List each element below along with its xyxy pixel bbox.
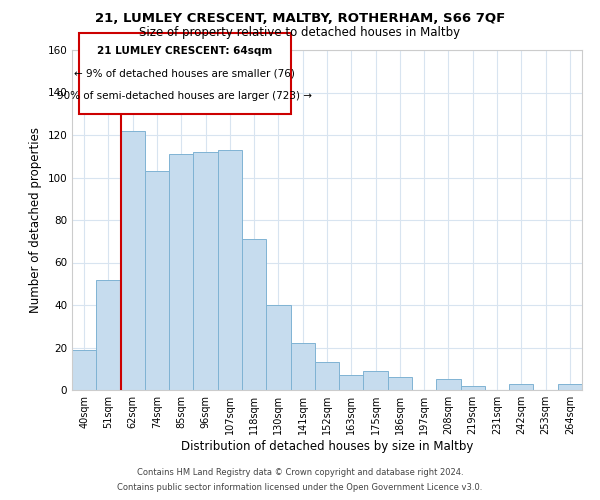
Bar [339,375,364,390]
Bar [218,150,242,390]
Text: ← 9% of detached houses are smaller (76): ← 9% of detached houses are smaller (76) [74,68,295,78]
Bar [121,130,145,390]
Text: 21 LUMLEY CRESCENT: 64sqm: 21 LUMLEY CRESCENT: 64sqm [97,46,272,56]
Bar [96,280,121,390]
Bar [145,171,169,390]
Bar [290,343,315,390]
Bar [72,350,96,390]
Text: Contains public sector information licensed under the Open Government Licence v3: Contains public sector information licen… [118,483,482,492]
Bar [364,371,388,390]
Bar [461,386,485,390]
Bar [558,384,582,390]
Text: 21, LUMLEY CRESCENT, MALTBY, ROTHERHAM, S66 7QF: 21, LUMLEY CRESCENT, MALTBY, ROTHERHAM, … [95,12,505,26]
Bar [242,239,266,390]
Bar [266,305,290,390]
Bar [388,377,412,390]
Y-axis label: Number of detached properties: Number of detached properties [29,127,42,313]
Bar [509,384,533,390]
Text: Size of property relative to detached houses in Maltby: Size of property relative to detached ho… [139,26,461,39]
Bar [193,152,218,390]
Bar [169,154,193,390]
Text: 90% of semi-detached houses are larger (723) →: 90% of semi-detached houses are larger (… [58,91,313,101]
FancyBboxPatch shape [79,33,290,114]
Bar [436,380,461,390]
X-axis label: Distribution of detached houses by size in Maltby: Distribution of detached houses by size … [181,440,473,453]
Text: Contains HM Land Registry data © Crown copyright and database right 2024.: Contains HM Land Registry data © Crown c… [137,468,463,477]
Bar [315,362,339,390]
